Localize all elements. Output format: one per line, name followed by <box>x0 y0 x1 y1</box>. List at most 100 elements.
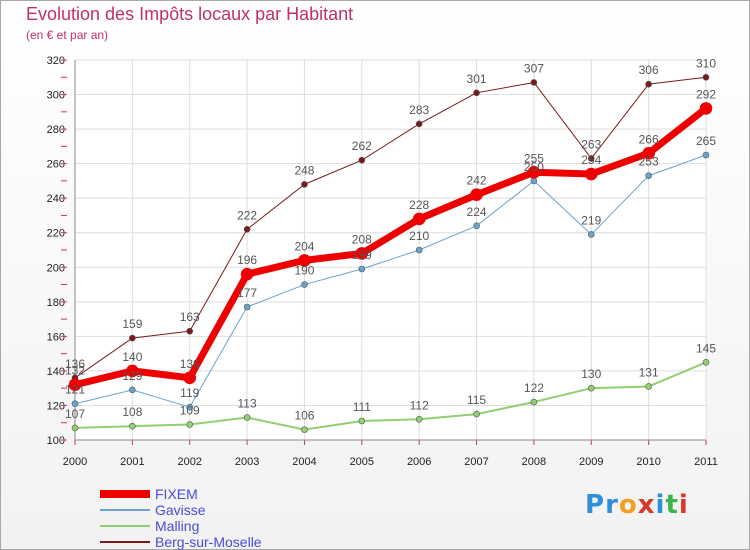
data-point-fixem <box>126 364 139 378</box>
data-label-berg-sur-moselle: 163 <box>180 310 200 324</box>
data-point-gavisse <box>415 246 423 254</box>
data-point-fixem <box>642 146 655 160</box>
data-label-gavisse: 129 <box>122 369 142 383</box>
data-label-malling: 107 <box>65 407 85 421</box>
data-label-gavisse: 253 <box>639 155 659 169</box>
data-point-berg-sur-moselle <box>243 225 251 233</box>
data-point-berg-sur-moselle <box>587 155 595 162</box>
x-tick-label: 2000 <box>63 456 87 468</box>
data-label-berg-sur-moselle: 306 <box>639 63 659 77</box>
plot-area <box>75 60 706 440</box>
data-point-gavisse <box>301 281 308 288</box>
x-tick-label: 2002 <box>177 456 201 468</box>
data-label-fixem: 266 <box>639 132 659 146</box>
data-label-fixem: 136 <box>180 357 200 371</box>
data-point-malling <box>587 384 595 392</box>
data-point-fixem <box>355 247 369 260</box>
data-label-malling: 112 <box>410 398 429 412</box>
data-label-malling: 115 <box>467 393 486 407</box>
legend-swatch <box>100 525 150 527</box>
proxiti-logo: Proxiti <box>585 490 689 520</box>
legend-label: Berg-sur-Moselle <box>155 534 262 550</box>
data-label-gavisse: 199 <box>352 248 372 262</box>
data-point-gavisse <box>530 177 538 185</box>
data-label-malling: 122 <box>524 381 544 395</box>
data-label-malling: 106 <box>294 409 314 423</box>
data-label-gavisse: 224 <box>467 205 487 219</box>
data-label-berg-sur-moselle: 283 <box>409 103 429 117</box>
data-label-malling: 108 <box>122 405 142 419</box>
data-point-malling <box>473 410 480 418</box>
y-tick-label: 300 <box>47 90 65 102</box>
data-label-malling: 111 <box>353 400 372 414</box>
data-point-gavisse <box>243 303 251 311</box>
data-point-berg-sur-moselle <box>129 334 136 342</box>
data-label-malling: 109 <box>180 403 200 417</box>
data-label-gavisse: 119 <box>180 386 199 400</box>
data-point-malling <box>243 414 251 421</box>
data-label-berg-sur-moselle: 159 <box>122 317 142 331</box>
y-tick-label: 120 <box>47 400 65 412</box>
y-tick-label: 240 <box>47 193 65 205</box>
series-line-fixem <box>74 105 709 389</box>
data-point-fixem <box>68 378 82 392</box>
data-label-berg-sur-moselle: 310 <box>696 56 716 70</box>
data-point-malling <box>530 398 538 406</box>
data-point-berg-sur-moselle <box>186 327 194 335</box>
data-point-fixem <box>699 102 713 115</box>
data-label-gavisse: 177 <box>237 286 257 300</box>
y-tick-label: 160 <box>47 331 65 343</box>
data-point-malling <box>415 415 423 423</box>
data-label-gavisse: 250 <box>524 160 544 174</box>
data-label-gavisse: 265 <box>696 134 716 148</box>
data-label-fixem: 254 <box>581 153 601 167</box>
data-label-gavisse: 219 <box>581 213 601 227</box>
data-point-fixem <box>470 188 483 202</box>
data-label-gavisse: 190 <box>294 264 314 278</box>
data-point-malling <box>358 417 366 425</box>
data-label-gavisse: 210 <box>409 229 429 243</box>
data-point-berg-sur-moselle <box>473 89 480 97</box>
chart-subtitle: (en € et par an) <box>26 28 109 42</box>
data-label-berg-sur-moselle: 301 <box>467 72 487 86</box>
data-point-malling <box>71 424 79 432</box>
legend-label: Malling <box>155 518 200 534</box>
x-tick-label: 2009 <box>579 456 603 468</box>
y-tick-label: 200 <box>47 262 65 274</box>
data-label-fixem: 132 <box>65 364 85 378</box>
x-tick-label: 2004 <box>292 456 316 468</box>
data-label-malling: 130 <box>581 367 601 381</box>
data-label-malling: 131 <box>639 365 659 379</box>
legend-swatch <box>100 541 150 543</box>
y-tick-label: 180 <box>47 297 65 309</box>
data-point-gavisse <box>473 222 480 230</box>
data-point-malling <box>129 422 136 430</box>
x-tick-label: 2011 <box>694 456 718 468</box>
data-label-berg-sur-moselle: 136 <box>65 357 85 371</box>
data-point-malling <box>301 426 308 433</box>
data-point-fixem <box>584 167 598 181</box>
data-point-gavisse <box>702 151 710 159</box>
data-point-gavisse <box>71 400 79 408</box>
data-point-berg-sur-moselle <box>645 80 652 88</box>
data-label-berg-sur-moselle: 248 <box>294 163 314 177</box>
data-point-berg-sur-moselle <box>358 156 366 164</box>
data-point-fixem <box>298 254 311 267</box>
data-label-berg-sur-moselle: 307 <box>524 61 544 75</box>
y-tick-label: 320 <box>47 55 65 67</box>
data-label-berg-sur-moselle: 263 <box>581 137 601 151</box>
y-tick-label: 100 <box>47 435 65 447</box>
data-label-malling: 113 <box>238 397 257 411</box>
data-point-berg-sur-moselle <box>702 73 710 81</box>
data-label-fixem: 292 <box>696 87 716 101</box>
data-point-malling <box>702 358 710 366</box>
data-point-gavisse <box>129 386 136 394</box>
data-point-fixem <box>527 165 541 179</box>
data-point-gavisse <box>587 231 595 238</box>
data-point-gavisse <box>186 403 194 411</box>
data-point-fixem <box>412 212 426 226</box>
data-point-gavisse <box>645 172 652 180</box>
data-label-berg-sur-moselle: 262 <box>352 139 372 153</box>
x-tick-label: 2010 <box>636 456 660 468</box>
